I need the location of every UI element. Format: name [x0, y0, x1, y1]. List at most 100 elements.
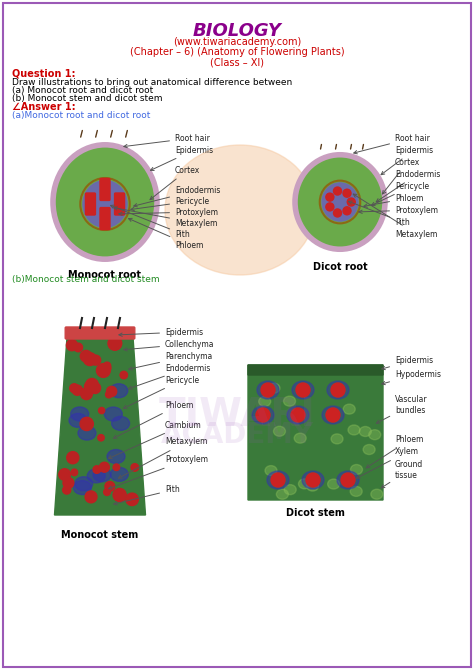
Circle shape — [306, 473, 320, 487]
Text: Epidermis: Epidermis — [119, 328, 203, 336]
Text: (b)Monocot stem and dicot stem: (b)Monocot stem and dicot stem — [12, 275, 160, 284]
Ellipse shape — [350, 486, 362, 496]
Ellipse shape — [107, 450, 125, 464]
Circle shape — [104, 488, 110, 495]
Text: Question 1:: Question 1: — [12, 68, 75, 78]
Text: Pith: Pith — [348, 201, 410, 226]
Circle shape — [291, 408, 305, 422]
Ellipse shape — [69, 413, 87, 427]
Text: Protoxylem: Protoxylem — [359, 206, 438, 214]
Text: Epidermis: Epidermis — [382, 356, 433, 370]
Ellipse shape — [307, 481, 319, 491]
Ellipse shape — [110, 384, 128, 398]
Text: Root hair: Root hair — [354, 133, 430, 154]
Text: (a)Monocot root and dicot root: (a)Monocot root and dicot root — [12, 111, 150, 120]
Text: Hypodermis: Hypodermis — [382, 369, 441, 385]
Circle shape — [59, 469, 71, 480]
Circle shape — [113, 464, 119, 470]
Text: Metaxylem: Metaxylem — [353, 194, 438, 239]
Circle shape — [83, 352, 96, 366]
Circle shape — [63, 486, 71, 494]
Ellipse shape — [104, 407, 122, 421]
Ellipse shape — [331, 434, 343, 444]
Ellipse shape — [75, 477, 93, 490]
Circle shape — [343, 189, 351, 197]
Text: Protoxylem: Protoxylem — [109, 456, 208, 489]
Ellipse shape — [283, 396, 295, 406]
Text: Cortex: Cortex — [150, 165, 200, 200]
Circle shape — [113, 488, 126, 502]
Ellipse shape — [359, 427, 371, 436]
Text: (Chapter – 6) (Anatomy of Flowering Plants): (Chapter – 6) (Anatomy of Flowering Plan… — [130, 47, 344, 57]
Ellipse shape — [93, 468, 111, 482]
Text: Pericycle: Pericycle — [131, 196, 209, 210]
Ellipse shape — [369, 429, 381, 440]
Text: Cortex: Cortex — [383, 157, 420, 194]
Circle shape — [261, 383, 275, 397]
Text: ∠Answer 1:: ∠Answer 1: — [12, 102, 76, 112]
Ellipse shape — [78, 426, 96, 440]
Ellipse shape — [87, 469, 105, 483]
Circle shape — [341, 473, 355, 487]
Circle shape — [80, 417, 93, 431]
Ellipse shape — [299, 479, 310, 489]
Ellipse shape — [371, 489, 383, 499]
Ellipse shape — [348, 425, 360, 435]
Ellipse shape — [343, 404, 355, 414]
Text: Metaxylem: Metaxylem — [114, 206, 218, 228]
Circle shape — [104, 365, 111, 371]
Text: Cambium: Cambium — [109, 421, 202, 458]
Text: Dicot root: Dicot root — [313, 262, 367, 272]
FancyBboxPatch shape — [115, 193, 125, 215]
Ellipse shape — [110, 468, 128, 481]
Circle shape — [63, 478, 74, 488]
Text: BIOLOGY: BIOLOGY — [192, 22, 282, 40]
FancyBboxPatch shape — [3, 3, 471, 667]
Circle shape — [85, 491, 97, 502]
Ellipse shape — [273, 426, 285, 436]
Ellipse shape — [267, 471, 289, 489]
Circle shape — [97, 364, 110, 377]
Ellipse shape — [294, 433, 306, 443]
Text: Collenchyma: Collenchyma — [124, 340, 215, 351]
Text: (a) Monocot root and dicot root: (a) Monocot root and dicot root — [12, 86, 153, 95]
Polygon shape — [55, 330, 146, 515]
Text: TIWARI: TIWARI — [159, 396, 315, 434]
Circle shape — [131, 464, 138, 471]
Circle shape — [74, 343, 82, 352]
Circle shape — [105, 482, 115, 491]
Ellipse shape — [73, 480, 91, 494]
Ellipse shape — [276, 489, 288, 499]
Text: Endodermis: Endodermis — [134, 186, 220, 207]
Circle shape — [271, 473, 285, 487]
Ellipse shape — [252, 406, 274, 424]
Text: Pith: Pith — [114, 486, 180, 505]
Ellipse shape — [322, 183, 358, 221]
Ellipse shape — [322, 406, 344, 424]
Circle shape — [72, 385, 82, 395]
Text: Xylem: Xylem — [356, 448, 419, 478]
Text: Pericycle: Pericycle — [124, 375, 199, 409]
Circle shape — [334, 209, 341, 217]
Text: Phloem: Phloem — [364, 194, 423, 207]
Circle shape — [343, 207, 351, 215]
Ellipse shape — [337, 471, 359, 489]
Text: Phloem: Phloem — [128, 218, 203, 249]
Ellipse shape — [265, 466, 277, 476]
Ellipse shape — [295, 155, 385, 249]
Ellipse shape — [71, 407, 89, 421]
Text: Epidermis: Epidermis — [381, 145, 433, 175]
Text: Protoxylem: Protoxylem — [119, 208, 218, 216]
FancyBboxPatch shape — [65, 327, 135, 339]
Text: Root hair: Root hair — [124, 133, 210, 148]
Circle shape — [70, 384, 79, 393]
Circle shape — [100, 462, 109, 472]
Ellipse shape — [363, 444, 375, 454]
Text: Pericycle: Pericycle — [372, 182, 429, 206]
Text: ACADEMY: ACADEMY — [160, 421, 314, 449]
Circle shape — [103, 362, 110, 369]
Ellipse shape — [302, 471, 324, 489]
Circle shape — [90, 383, 100, 393]
Text: Vascular
bundles: Vascular bundles — [376, 395, 428, 423]
Circle shape — [296, 383, 310, 397]
